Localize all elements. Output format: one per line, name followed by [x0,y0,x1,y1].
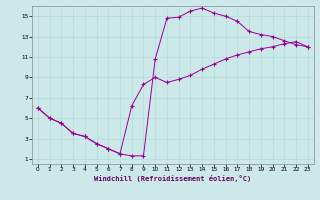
X-axis label: Windchill (Refroidissement éolien,°C): Windchill (Refroidissement éolien,°C) [94,175,252,182]
